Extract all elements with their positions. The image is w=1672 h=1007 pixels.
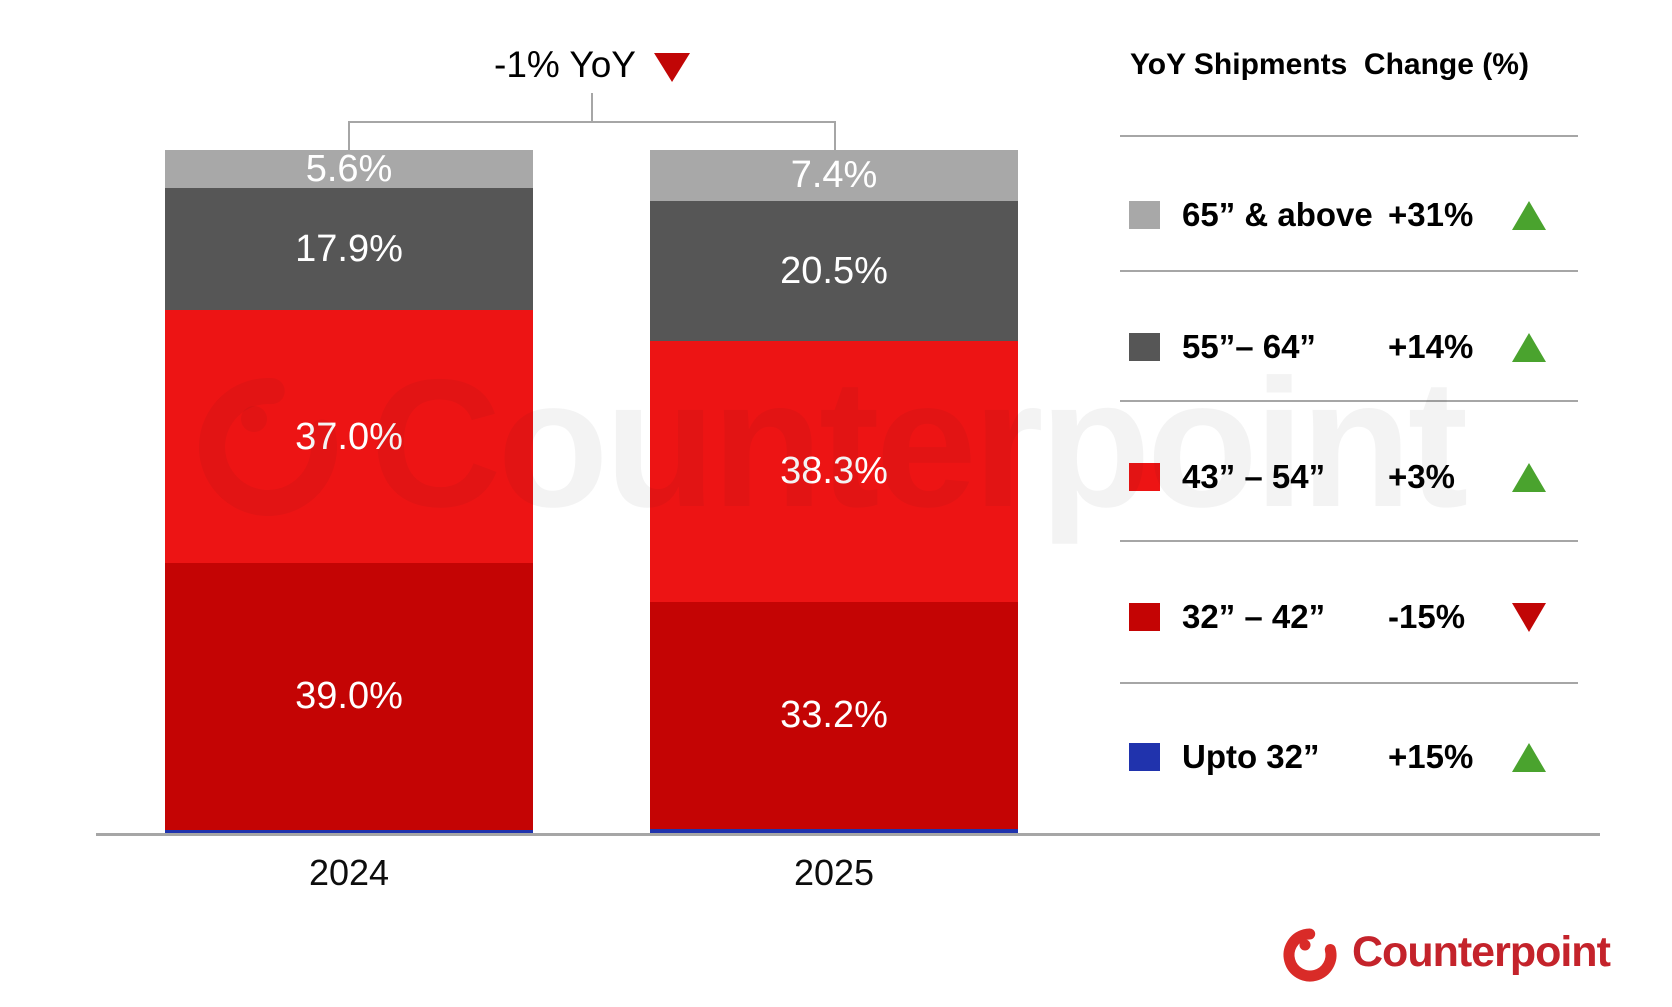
x-tick-label-2024: 2024 [308, 852, 390, 893]
up-triangle-icon [1512, 332, 1546, 362]
legend-change-value: +3% [1388, 458, 1455, 495]
down-triangle-icon [1512, 602, 1546, 632]
bar-segment-65-above: 5.6% [165, 148, 533, 191]
legend-panel: YoY Shipments Change (%) 65” & above +31%… [1120, 0, 1578, 1007]
bar-segment-32-42-: 33.2% [650, 602, 1018, 829]
up-triangle-icon [1512, 200, 1546, 230]
legend-swatch [1129, 463, 1160, 491]
legend-row-43-54-: 43” – 54” +3% [1120, 445, 1578, 509]
legend-change-value: +15% [1388, 738, 1474, 775]
x-axis-line [96, 833, 1600, 836]
bar-segment-upto-32- [165, 829, 533, 833]
legend-size-label: 32” – 42” [1182, 598, 1326, 635]
bar-segment-43-54-: 38.3% [650, 340, 1018, 603]
counterpoint-logo-mark-icon [1283, 928, 1337, 982]
legend-swatch [1129, 201, 1160, 229]
bracket-stub [591, 93, 593, 122]
down-triangle-icon [653, 52, 690, 82]
legend-change-value: -15% [1388, 598, 1466, 635]
bar-segment-value-label: 5.6% [305, 148, 393, 191]
bar-segment-value-label: 17.9% [295, 228, 403, 271]
bar-segment-value-label: 33.2% [780, 694, 888, 737]
total-yoy-change-label: -1% YoY [494, 44, 636, 85]
counterpoint-logo: Counterpoint [1281, 920, 1611, 984]
bar-segment-43-54-: 37.0% [165, 310, 533, 564]
bar-segment-value-label: 38.3% [780, 450, 888, 493]
up-triangle-icon [1512, 462, 1546, 492]
legend-swatch [1129, 603, 1160, 631]
legend-separator [1120, 540, 1578, 542]
legend-size-label: 65” & above [1182, 196, 1373, 233]
legend-change-value: +14% [1388, 328, 1474, 365]
bracket-tick-left [348, 121, 350, 151]
bar-segment-32-42-: 39.0% [165, 563, 533, 830]
up-triangle-icon [1512, 742, 1546, 772]
bracket-horizontal-line [348, 121, 836, 123]
legend-change-value: +31% [1388, 196, 1474, 233]
legend-row-32-42-: 32” – 42” -15% [1120, 585, 1578, 649]
bar-segment-value-label: 37.0% [295, 415, 403, 458]
legend-separator [1120, 682, 1578, 684]
legend-size-label: 43” – 54” [1182, 458, 1326, 495]
bar-segment-value-label: 7.4% [790, 154, 878, 197]
bar-segment-value-label: 20.5% [780, 249, 888, 292]
bar-segment-55-64-: 17.9% [165, 188, 533, 311]
legend-row-55-64-: 55”– 64” +14% [1120, 315, 1578, 379]
legend-swatch [1129, 743, 1160, 771]
bar-segment-upto-32- [650, 828, 1018, 833]
counterpoint-logo-text: Counterpoint [1352, 927, 1611, 976]
stacked-bar-2025: 7.4% 20.5% 38.3% 33.2% [650, 150, 1018, 833]
bar-segment-55-64-: 20.5% [650, 200, 1018, 341]
legend-size-label: 55”– 64” [1182, 328, 1316, 365]
legend-row-upto-32-: Upto 32” +15% [1120, 725, 1578, 789]
bracket-tick-right [834, 121, 836, 151]
legend-row-65-above: 65” & above +31% [1120, 183, 1578, 247]
chart-title: -1% YoY [494, 44, 690, 86]
bar-segment-value-label: 39.0% [295, 675, 403, 718]
legend-swatch [1129, 333, 1160, 361]
bar-segment-65-above: 7.4% [650, 150, 1018, 201]
x-tick-label-2025: 2025 [793, 852, 875, 893]
legend-title: YoY Shipments Change (%) [1130, 48, 1529, 81]
legend-size-label: Upto 32” [1182, 738, 1320, 775]
legend-separator [1120, 400, 1578, 402]
stacked-bar-2024: 5.6% 17.9% 37.0% 39.0% [165, 150, 533, 833]
legend-separator [1120, 270, 1578, 272]
legend-separator [1120, 135, 1578, 137]
